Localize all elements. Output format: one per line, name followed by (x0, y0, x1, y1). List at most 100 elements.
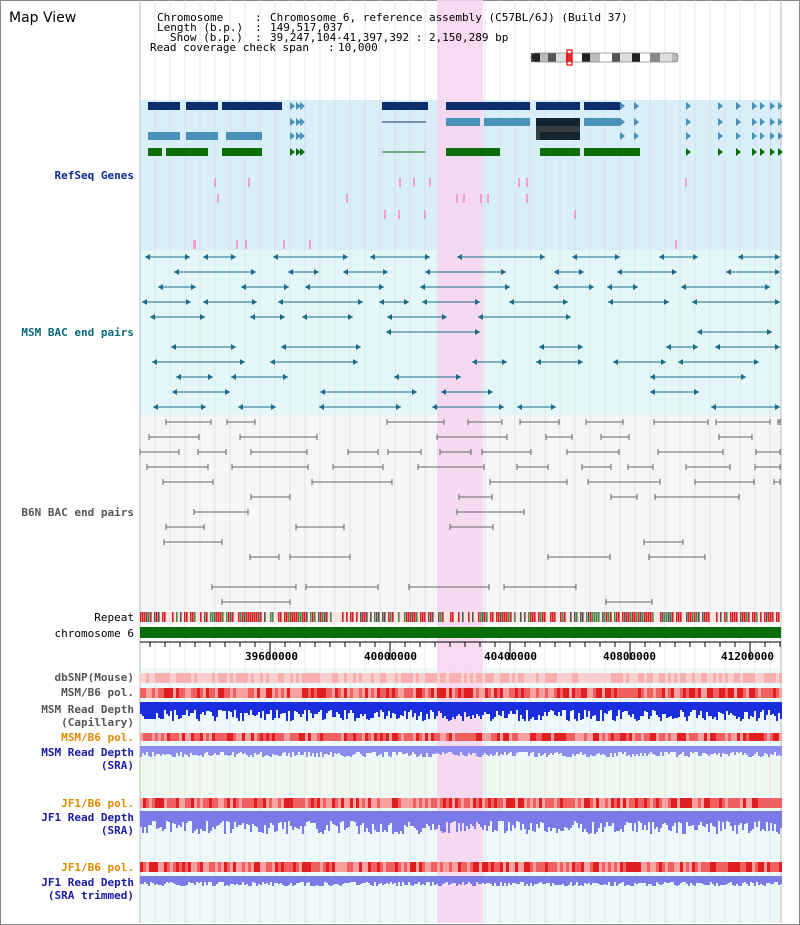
heat-cell (773, 798, 776, 808)
depth-bar (642, 811, 644, 830)
depth-bar (428, 876, 430, 882)
depth-bar (446, 811, 448, 822)
depth-bar (656, 702, 658, 715)
heat-cell (398, 688, 401, 698)
bac-end-marker (475, 329, 480, 335)
heat-cell (323, 688, 326, 698)
heat-cell (623, 862, 626, 872)
track-label-msm-bac[interactable]: MSM BAC end pairs (21, 326, 134, 339)
depth-bar (644, 702, 646, 711)
heat-cell (662, 733, 665, 741)
track-label-msm-b6-pol-2[interactable]: MSM/B6 pol. (61, 731, 134, 744)
track-label-msm-depth-sra[interactable]: MSM Read Depth (41, 746, 134, 759)
depth-bar (694, 702, 696, 710)
depth-bar (604, 746, 606, 755)
heat-cell (182, 862, 185, 872)
heat-cell (554, 733, 557, 741)
heat-cell (590, 733, 593, 741)
heat-cell (236, 798, 239, 808)
heat-cell (350, 862, 353, 872)
depth-bar (340, 702, 342, 718)
repeat-mark (432, 612, 434, 622)
track-label-jf1-b6-pol[interactable]: JF1/B6 pol. (61, 797, 134, 810)
depth-bar (532, 876, 534, 886)
depth-bar (598, 811, 600, 828)
repeat-mark (252, 612, 254, 622)
depth-bar (558, 746, 560, 754)
heat-cell (221, 862, 224, 872)
track-label-refseq[interactable]: RefSeq Genes (54, 169, 134, 182)
depth-bar (420, 811, 422, 832)
heat-cell (152, 798, 155, 808)
heat-cell (581, 673, 584, 683)
heat-cell (575, 688, 578, 698)
depth-bar (648, 702, 650, 719)
heat-cell (377, 688, 380, 698)
gene-arrow (760, 118, 765, 126)
heat-cell (407, 733, 410, 741)
track-label-jf1-depth-trim[interactable]: JF1 Read Depth (41, 876, 134, 889)
depth-bar (304, 746, 306, 752)
gene-arrow (290, 118, 295, 126)
bac-end-marker (356, 344, 361, 350)
depth-bar (268, 876, 270, 885)
depth-bar (452, 702, 454, 717)
heat-cell (419, 688, 422, 698)
heat-cell (389, 688, 392, 698)
depth-bar (568, 876, 570, 885)
depth-bar (336, 746, 338, 754)
heat-cell (392, 862, 395, 872)
depth-bar (210, 876, 212, 882)
depth-bar (586, 876, 588, 884)
track-label-msm-b6-pol[interactable]: MSM/B6 pol. (61, 686, 134, 699)
track-label-dbsnp[interactable]: dbSNP(Mouse) (54, 671, 134, 684)
heat-cell (413, 733, 416, 741)
depth-bar (488, 702, 490, 714)
heat-cell (509, 862, 512, 872)
bac-end-marker (741, 374, 746, 380)
heat-cell (314, 798, 317, 808)
repeat-mark (742, 612, 744, 622)
track-label-jf1-b6-pol-2[interactable]: JF1/B6 pol. (61, 861, 134, 874)
ideogram-band (612, 53, 620, 62)
heat-cell (218, 798, 221, 808)
depth-bar (164, 746, 166, 755)
track-label-jf1-depth-sra[interactable]: JF1 Read Depth (41, 811, 134, 824)
depth-bar (664, 876, 666, 882)
depth-bar (210, 811, 212, 831)
depth-bar (746, 876, 748, 884)
depth-bar (512, 876, 514, 883)
bac-end-marker (499, 404, 504, 410)
depth-bar (352, 876, 354, 882)
repeat-mark (734, 612, 736, 622)
ideogram-band (650, 53, 660, 62)
repeat-mark (650, 612, 652, 622)
track-label-b6n-bac[interactable]: B6N BAC end pairs (21, 506, 134, 519)
heat-cell (686, 862, 689, 872)
heat-cell (245, 733, 248, 741)
depth-bar (200, 702, 202, 714)
heat-cell (704, 673, 707, 683)
bac-end-marker (252, 299, 257, 305)
heat-cell (431, 673, 434, 683)
depth-bar (744, 702, 746, 712)
heat-cell (533, 862, 536, 872)
repeat-mark (628, 612, 630, 622)
bac-end-marker (539, 344, 544, 350)
depth-bar (734, 811, 736, 825)
depth-bar (246, 702, 248, 713)
bac-end-marker (386, 329, 391, 335)
repeat-mark (724, 612, 726, 622)
heat-cell (575, 733, 578, 741)
heat-cell (728, 733, 731, 741)
track-label-msm-depth-cap[interactable]: MSM Read Depth (41, 703, 134, 716)
depth-bar (554, 811, 556, 828)
bac-end-marker (171, 344, 176, 350)
depth-bar (668, 702, 670, 717)
axis-tick-label: 41200000 (721, 650, 774, 663)
show-value: 39,247,104-41,397,392 : 2,150,289 bp (270, 31, 509, 44)
heat-cell (155, 733, 158, 741)
gene-tick (463, 194, 465, 203)
depth-bar (430, 876, 432, 886)
heat-cell (650, 798, 653, 808)
